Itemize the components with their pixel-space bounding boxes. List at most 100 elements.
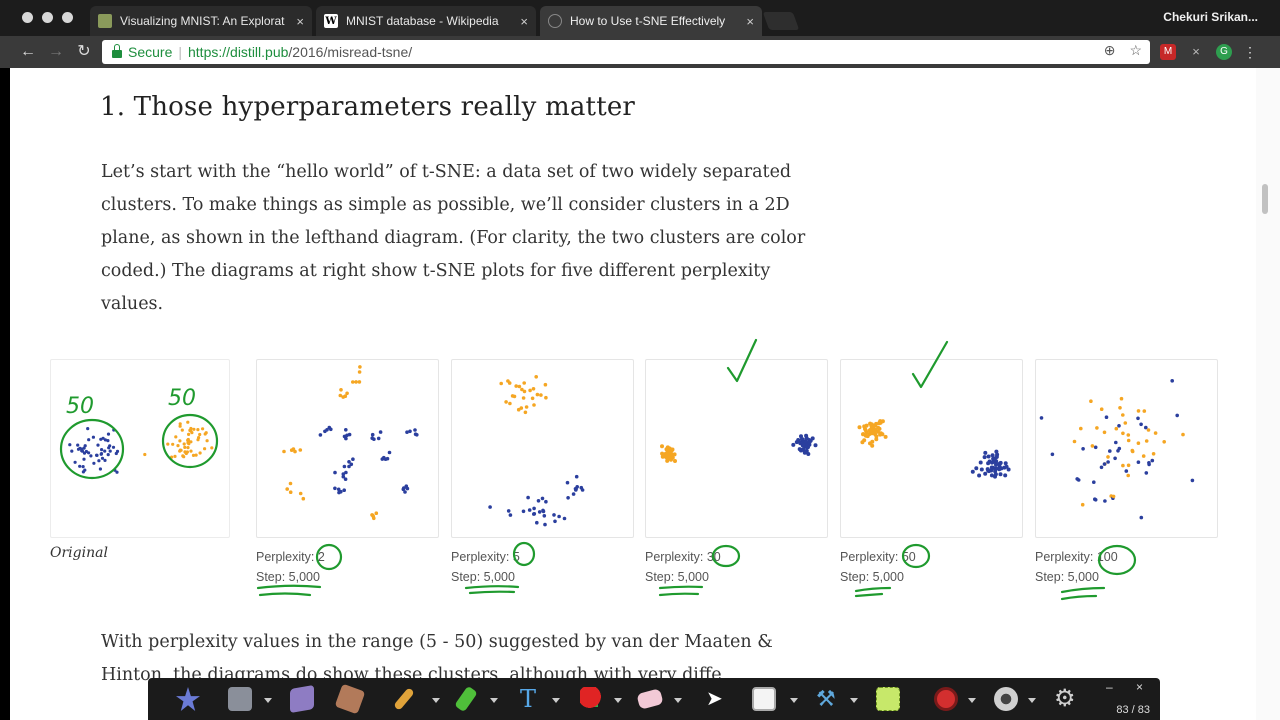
text-icon[interactable]: T [520, 685, 537, 713]
scatter-dot [1136, 409, 1141, 413]
scatter-dot [990, 460, 994, 465]
scatter-dot [413, 428, 417, 432]
new-tab-button[interactable] [762, 12, 800, 30]
save-icon[interactable] [228, 687, 252, 711]
scatter-dot [521, 509, 526, 514]
scatter-dot [333, 486, 337, 491]
tsne-plot-perplexity-100[interactable] [1035, 359, 1218, 538]
webcam-icon[interactable] [994, 687, 1018, 711]
tab-visualizing-mnist[interactable]: Visualizing MNIST: An Explorat × [90, 6, 312, 36]
scatter-dot [865, 434, 870, 439]
step-label: Step: [451, 570, 481, 584]
scatter-dot [1090, 444, 1095, 448]
scatter-dot [1153, 431, 1158, 435]
tsne-plot-perplexity-5[interactable] [451, 359, 634, 538]
whiteboard-icon[interactable] [752, 687, 776, 711]
secure-label: Secure [128, 44, 173, 60]
scatter-dot [183, 450, 187, 454]
record-icon[interactable] [934, 687, 958, 711]
gmail-extension-icon[interactable]: M [1160, 44, 1176, 60]
scatter-dot [1099, 407, 1104, 411]
eraser-icon[interactable] [636, 688, 664, 710]
scatter-dot [1003, 473, 1008, 478]
close-extension-icon[interactable]: × [1192, 44, 1200, 59]
shapes-icon[interactable] [580, 687, 604, 711]
close-toolbar-button[interactable]: × [1136, 680, 1144, 694]
scatter-dot [173, 454, 177, 458]
scatter-dot [82, 457, 86, 461]
bookmark-star-icon[interactable]: ☆ [1129, 42, 1142, 58]
scatter-dot [997, 462, 1002, 467]
zoom-window-button[interactable] [62, 12, 73, 23]
page-scrollbar[interactable] [1256, 68, 1280, 720]
scatter-dot [89, 454, 93, 458]
reload-icon[interactable]: ↻ [77, 43, 91, 60]
scatter-dot [536, 499, 541, 503]
scatter-dot [978, 460, 983, 465]
step-value: 5,000 [677, 570, 709, 584]
layers-icon[interactable] [334, 683, 366, 715]
address-bar[interactable]: Secure | https:// distill.pub /2016/misr… [102, 40, 1150, 64]
scatter-dot [357, 370, 362, 374]
scatter-dot [95, 453, 99, 457]
scatter-dot [1093, 498, 1098, 502]
scatter-dot [524, 405, 529, 409]
url-host: distill.pub [230, 44, 289, 60]
scatter-dot [180, 428, 184, 432]
scatter-dot [1072, 439, 1077, 444]
eraser-pad-icon[interactable] [290, 684, 314, 714]
scatter-plot [282, 365, 419, 521]
scatter-dot [1146, 428, 1151, 432]
scatter-dot [342, 488, 346, 492]
tsne-plot-perplexity-2[interactable] [256, 359, 439, 538]
scatter-dot [382, 455, 386, 460]
pencil-icon[interactable] [393, 687, 415, 711]
menu-kebab-icon[interactable]: ⋮ [1243, 44, 1257, 60]
close-window-button[interactable] [22, 12, 33, 23]
scatter-dot [113, 468, 117, 472]
tsne-plot-perplexity-50[interactable] [840, 359, 1023, 538]
profile-name[interactable]: Chekuri Srikan... [1163, 10, 1258, 24]
tsne-plot-perplexity-30[interactable] [645, 359, 828, 538]
scatter-dot [977, 473, 982, 478]
scatter-dot [565, 480, 570, 485]
scatter-dot [970, 469, 975, 474]
scatter-dot [349, 462, 354, 467]
back-arrow-icon[interactable]: ← [20, 43, 36, 60]
highlighter-icon[interactable] [454, 685, 478, 713]
close-tab-icon[interactable]: × [746, 13, 754, 29]
scatter-dot [662, 454, 667, 459]
zoom-icon[interactable]: ⊕ [1103, 42, 1116, 58]
scatter-dot [1136, 416, 1140, 421]
perplexity-label: Perplexity: [645, 550, 704, 564]
minimize-window-button[interactable] [42, 12, 53, 23]
star-icon[interactable] [176, 687, 200, 711]
scatter-dot [1108, 449, 1112, 453]
forward-arrow-icon[interactable]: → [48, 43, 64, 60]
tab-tsne-effectively[interactable]: How to Use t-SNE Effectively × [540, 6, 762, 36]
scatter-dot [100, 456, 105, 460]
close-tab-icon[interactable]: × [296, 13, 304, 29]
scatter-dot [526, 495, 530, 500]
scatter-dot [81, 465, 85, 469]
settings-icon[interactable]: ⚙ [1054, 685, 1076, 712]
scatter-dot [517, 384, 522, 389]
scrollbar-thumb[interactable] [1262, 184, 1268, 214]
scatter-dot [986, 461, 991, 466]
scatter-dot [174, 435, 178, 439]
scatter-dot [351, 380, 355, 384]
pointer-icon[interactable]: ➤ [706, 688, 723, 710]
scatter-dot [210, 446, 214, 450]
minimize-toolbar-button[interactable]: – [1106, 680, 1113, 694]
tab-mnist-wikipedia[interactable]: W MNIST database - Wikipedia × [316, 6, 536, 36]
color-swatch-icon[interactable] [876, 687, 900, 711]
scatter-dot [376, 436, 381, 441]
grammarly-extension-icon[interactable]: G [1216, 44, 1232, 60]
scatter-dot [571, 492, 576, 496]
scatter-dot [979, 467, 984, 472]
hammer-icon[interactable]: ⚒ [816, 686, 836, 711]
close-tab-icon[interactable]: × [520, 13, 528, 29]
scatter-dot [103, 458, 107, 462]
step-label: Step: [840, 570, 870, 584]
scatter-dot [1106, 460, 1110, 464]
